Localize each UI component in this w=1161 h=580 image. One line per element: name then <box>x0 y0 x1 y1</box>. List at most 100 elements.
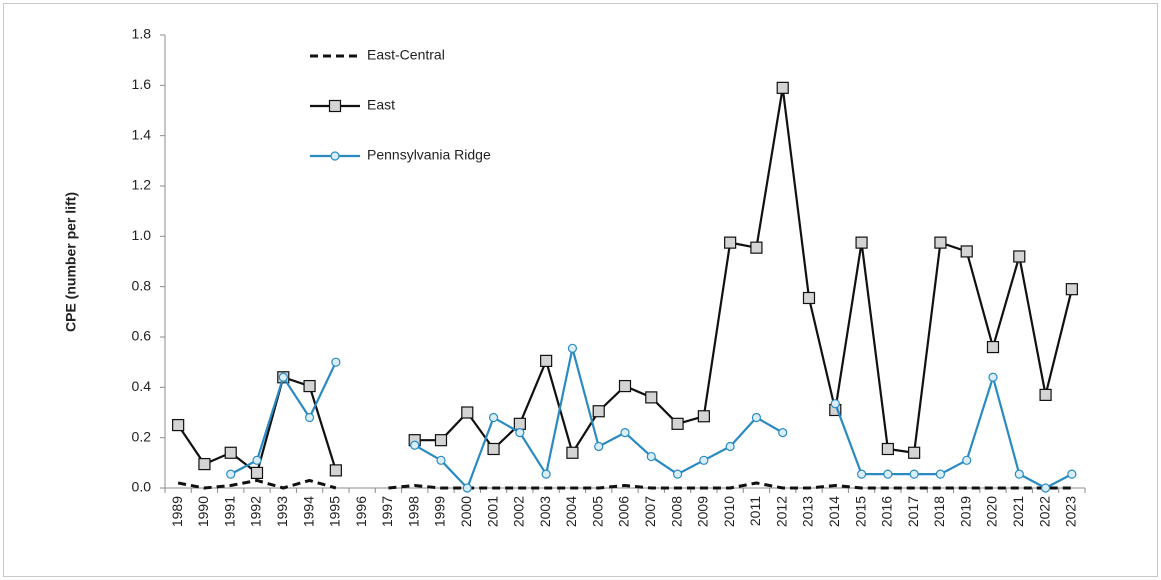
data-point <box>671 417 684 430</box>
data-point <box>881 442 894 456</box>
data-point <box>434 434 448 447</box>
y-tick-label: 0.8 <box>132 277 152 293</box>
data-point <box>592 405 605 418</box>
data-point <box>1013 250 1026 263</box>
data-point <box>410 440 420 450</box>
data-point <box>856 469 867 479</box>
data-point <box>198 457 211 471</box>
data-point <box>986 340 1000 354</box>
y-tick-label: 0.6 <box>132 328 152 344</box>
data-point <box>645 391 658 404</box>
data-point <box>540 354 553 368</box>
data-point <box>250 466 264 479</box>
x-tick-label: 1990 <box>195 496 211 527</box>
data-point <box>1039 388 1052 401</box>
x-tick-label: 2009 <box>695 496 711 527</box>
x-tick-label: 2011 <box>747 496 763 526</box>
data-point <box>620 428 630 438</box>
data-point <box>566 446 579 459</box>
legend-marker <box>328 99 342 113</box>
x-tick-label: 2020 <box>984 496 1000 527</box>
series-line <box>177 478 1072 490</box>
x-tick-label: 1999 <box>432 496 448 527</box>
y-axis-label: CPE (number per lift) <box>63 192 79 332</box>
x-tick-label: 2010 <box>721 496 737 527</box>
frame <box>3 3 1158 577</box>
data-point <box>462 483 472 493</box>
x-tick-label: 1989 <box>169 496 185 527</box>
data-point <box>1065 283 1078 296</box>
data-point <box>908 446 921 459</box>
data-point <box>697 410 710 423</box>
x-tick-label: 2019 <box>957 496 973 527</box>
x-tick-label: 2018 <box>931 496 947 527</box>
legend-label: East <box>367 97 395 113</box>
data-point <box>487 442 500 456</box>
data-point <box>541 469 551 479</box>
x-tick-label: 1998 <box>405 496 421 527</box>
data-point <box>830 399 840 409</box>
data-point <box>303 379 316 393</box>
y-tick-label: 1.6 <box>132 76 152 92</box>
data-point <box>909 469 919 479</box>
data-point <box>1040 483 1051 493</box>
x-tick-label: 2000 <box>458 496 474 527</box>
data-point <box>618 379 632 393</box>
data-point <box>567 343 578 353</box>
y-tick-label: 0.2 <box>132 428 152 444</box>
y-tick-label: 1.8 <box>132 26 152 42</box>
x-tick-label: 1991 <box>221 496 237 527</box>
x-tick-label: 2017 <box>905 496 921 527</box>
data-point <box>515 428 525 438</box>
y-tick-label: 0.0 <box>132 479 152 495</box>
x-tick-label: 2001 <box>484 496 500 527</box>
x-tick-label: 2013 <box>800 496 816 527</box>
data-point <box>461 406 474 419</box>
x-tick-label: 2012 <box>773 496 789 527</box>
data-point <box>304 412 315 423</box>
data-point <box>778 428 788 438</box>
legend-label: Pennsylvania Ridge <box>367 147 491 163</box>
data-point <box>855 236 868 249</box>
data-point <box>960 245 973 258</box>
y-tick-label: 1.4 <box>132 126 152 142</box>
x-tick-label: 2005 <box>589 496 605 527</box>
data-point <box>488 412 499 423</box>
x-tick-label: 1992 <box>248 496 264 527</box>
x-tick-label: 2006 <box>616 496 632 527</box>
x-tick-label: 2015 <box>852 496 868 527</box>
data-point <box>278 372 288 382</box>
y-tick-label: 1.2 <box>132 177 152 193</box>
y-tick-label: 0.4 <box>132 378 152 394</box>
x-tick-label: 2002 <box>511 496 527 527</box>
x-tick-label: 1995 <box>327 496 343 527</box>
data-point <box>802 291 816 305</box>
data-point <box>513 417 526 430</box>
data-point <box>725 441 735 452</box>
x-tick-label: 1993 <box>274 496 290 527</box>
legend-label: East-Central <box>367 47 445 63</box>
x-tick-label: 2021 <box>1010 496 1026 527</box>
data-point <box>329 464 342 477</box>
data-point <box>1014 469 1024 479</box>
data-point <box>226 469 236 479</box>
data-point <box>883 469 893 479</box>
x-tick-label: 2008 <box>668 496 684 527</box>
x-tick-label: 2022 <box>1036 496 1052 527</box>
x-tick-label: 2004 <box>563 496 579 527</box>
x-tick-label: 1997 <box>379 496 395 527</box>
data-point <box>331 357 341 367</box>
data-point <box>672 469 683 479</box>
data-point <box>750 241 763 254</box>
data-point <box>594 441 604 452</box>
x-tick-label: 2003 <box>537 496 553 527</box>
x-tick-label: 1996 <box>353 496 369 527</box>
y-tick-label: 1.0 <box>132 227 152 243</box>
data-point <box>646 451 656 462</box>
data-point <box>724 236 737 249</box>
data-point <box>436 455 446 465</box>
x-tick-label: 2007 <box>642 496 658 527</box>
data-point <box>699 455 709 465</box>
data-point <box>934 236 947 249</box>
